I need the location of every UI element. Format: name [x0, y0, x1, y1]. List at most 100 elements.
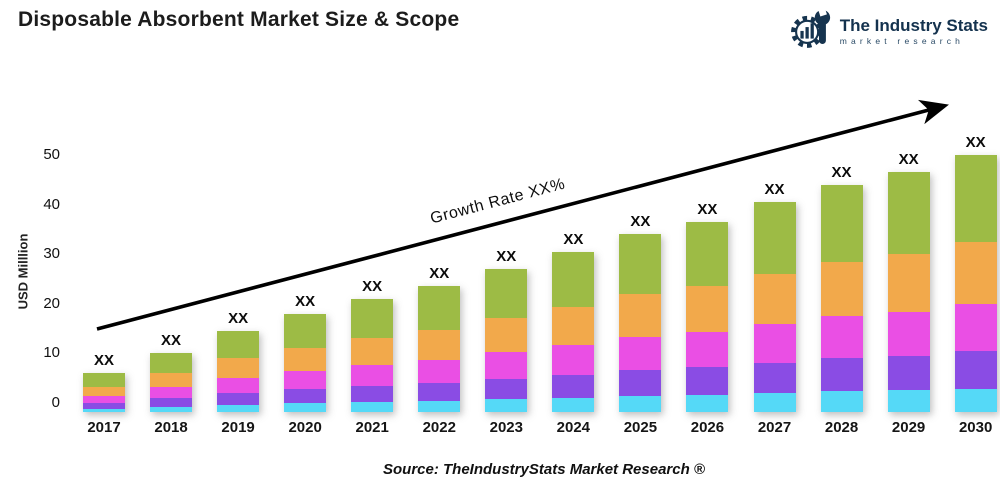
green-top-segment — [83, 373, 125, 387]
stacked-bar-2020 — [284, 313, 327, 412]
magenta-segment — [217, 377, 260, 394]
magenta-segment — [485, 352, 528, 379]
y-axis-tick-label: 30 — [43, 245, 60, 263]
x-axis-tick-label: 2019 — [221, 419, 255, 436]
bar-value-label: XX — [93, 352, 114, 370]
green-top-segment — [418, 286, 461, 330]
purple-segment — [552, 374, 595, 398]
green-top-segment — [686, 221, 729, 286]
stacked-bar-2027 — [753, 202, 796, 412]
brand-logo: The Industry Stats market research — [787, 6, 988, 57]
bar-value-label: XX — [496, 248, 517, 266]
green-top-segment — [351, 298, 394, 338]
magenta-segment — [418, 359, 461, 383]
orange-segment — [686, 285, 729, 332]
purple-segment — [887, 355, 930, 391]
growth-rate-label: Growth Rate XX% — [428, 175, 568, 228]
y-axis-tick-label: 40 — [43, 195, 60, 213]
cyan-bottom-segment — [954, 388, 997, 412]
orange-segment — [887, 253, 930, 312]
stacked-bar-2029 — [887, 172, 930, 412]
magenta-segment — [887, 311, 930, 356]
logo-tagline: market research — [839, 35, 965, 46]
orange-segment — [552, 306, 595, 346]
orange-segment — [485, 317, 528, 353]
stacked-bar-2022 — [418, 286, 461, 412]
magenta-segment — [820, 316, 863, 359]
cyan-bottom-segment — [753, 393, 796, 412]
bar-value-label: XX — [362, 277, 383, 295]
stacked-bar-2026 — [686, 221, 729, 412]
magenta-segment — [753, 323, 796, 363]
cyan-bottom-segment — [820, 391, 863, 412]
bar-value-label: XX — [295, 292, 316, 310]
cyan-bottom-segment — [83, 408, 125, 412]
x-axis-tick-label: 2023 — [489, 419, 523, 436]
y-axis-tick-label: 0 — [51, 394, 60, 411]
cyan-bottom-segment — [619, 395, 662, 412]
green-top-segment — [753, 202, 796, 274]
bar-value-label: XX — [697, 200, 718, 218]
cyan-bottom-segment — [418, 400, 461, 412]
y-axis-tick-label: 50 — [43, 146, 60, 163]
y-axis-tick-label: 20 — [43, 294, 60, 312]
orange-segment — [351, 337, 394, 365]
logo-name: The Industry Stats — [839, 16, 988, 36]
magenta-segment — [150, 386, 193, 398]
orange-segment — [820, 261, 863, 317]
x-axis-tick-label: 2029 — [891, 419, 926, 436]
orange-segment — [284, 347, 327, 372]
stacked-bar-2025 — [619, 234, 662, 412]
x-axis-tick-label: 2018 — [154, 419, 188, 436]
stacked-bar-2021 — [351, 298, 394, 412]
bar-value-label: XX — [429, 265, 450, 283]
purple-segment — [217, 393, 260, 405]
green-top-segment — [217, 331, 260, 359]
magenta-segment — [619, 337, 662, 371]
green-top-segment — [619, 234, 662, 295]
x-axis-tick-label: 2026 — [690, 419, 725, 436]
cyan-bottom-segment — [485, 399, 528, 412]
green-top-segment — [887, 172, 930, 254]
orange-segment — [150, 372, 193, 387]
purple-segment — [418, 382, 461, 401]
x-axis-tick-label: 2025 — [623, 419, 658, 436]
cyan-bottom-segment — [150, 406, 193, 413]
orange-segment — [954, 241, 997, 304]
x-axis-tick-label: 2020 — [288, 419, 322, 436]
purple-segment — [150, 397, 193, 407]
orange-segment — [217, 358, 260, 378]
bar-value-label: XX — [965, 134, 986, 151]
magenta-segment — [83, 395, 125, 403]
purple-segment — [83, 402, 125, 409]
magenta-segment — [552, 345, 595, 375]
x-axis-tick-label: 2028 — [824, 419, 859, 436]
x-axis-tick-label: 2027 — [757, 419, 792, 436]
bar-value-label: XX — [630, 213, 651, 231]
green-top-segment — [552, 251, 595, 307]
stacked-bar-2023 — [485, 269, 528, 412]
purple-segment — [820, 358, 863, 392]
source-attribution: Source: TheIndustryStats Market Research… — [383, 461, 705, 478]
purple-segment — [753, 362, 796, 394]
cyan-bottom-segment — [351, 401, 394, 412]
stacked-bar-2017 — [83, 373, 125, 412]
stacked-bar-2024 — [552, 251, 595, 412]
bar-value-label: XX — [228, 310, 249, 328]
page-title: Disposable Absorbent Market Size & Scope — [18, 8, 460, 31]
magenta-segment — [284, 371, 327, 390]
magenta-segment — [954, 303, 997, 352]
cyan-bottom-segment — [887, 390, 930, 412]
x-axis-tick-label: 2021 — [355, 419, 389, 436]
orange-segment — [83, 386, 125, 396]
orange-segment — [418, 329, 461, 360]
purple-segment — [619, 370, 662, 396]
y-axis-tick-label: 10 — [43, 344, 60, 362]
x-axis-tick-label: 2022 — [422, 419, 456, 436]
stacked-bar-2028 — [820, 184, 863, 412]
orange-segment — [619, 294, 662, 338]
gear-wrench-chart-icon — [787, 6, 833, 57]
logo-text: The Industry Stats market research — [840, 17, 988, 46]
bar-value-label: XX — [898, 151, 919, 169]
